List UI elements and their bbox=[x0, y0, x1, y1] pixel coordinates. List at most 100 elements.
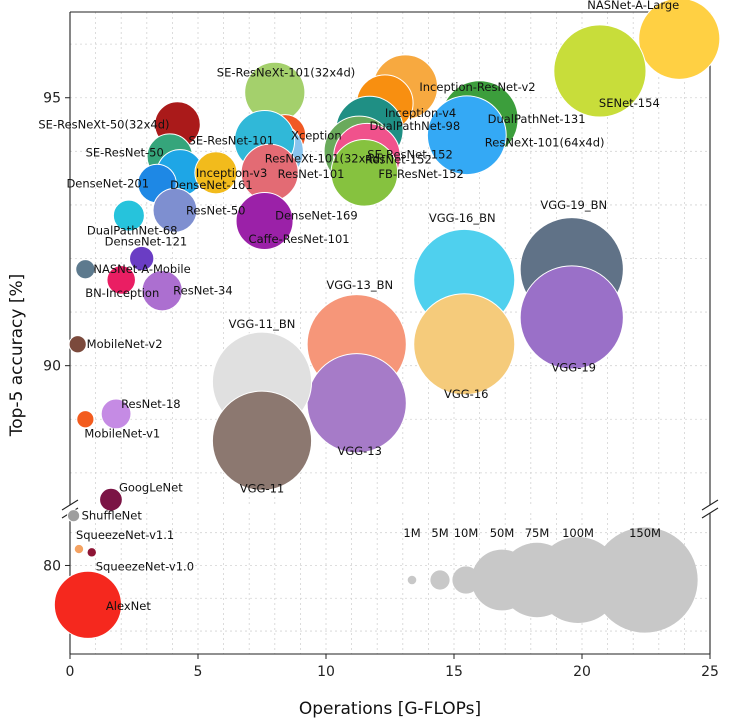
bubble-caffe-resnet-101 bbox=[235, 191, 294, 251]
size-legend-label: 150M bbox=[629, 526, 661, 540]
label-densenet-169: DenseNet-169 bbox=[275, 209, 358, 223]
bubble-resnet-34 bbox=[141, 269, 183, 312]
size-legend-label: 1M bbox=[403, 526, 420, 540]
label-resnet-50: ResNet-50 bbox=[186, 203, 246, 217]
bubble-shufflenet bbox=[67, 509, 81, 523]
bubble-densenet-121 bbox=[129, 245, 155, 272]
label-densenet-161: DenseNet-161 bbox=[170, 178, 253, 192]
bubble-googlenet bbox=[99, 487, 123, 512]
bubble-vgg-16 bbox=[413, 293, 516, 396]
label-vgg-16: VGG-16 bbox=[444, 387, 488, 401]
label-dualpathnet-98: DualPathNet-98 bbox=[370, 119, 461, 133]
bubble-inception-v3 bbox=[194, 151, 238, 195]
label-senet-154: SENet-154 bbox=[599, 96, 660, 110]
bubble-senet-154 bbox=[553, 24, 647, 118]
label-resnet-101: ResNet-101 bbox=[278, 167, 345, 181]
label-xception: Xception bbox=[291, 128, 342, 142]
x-tick-label: 5 bbox=[194, 664, 203, 680]
bubble-vgg-11 bbox=[211, 390, 313, 491]
label-fb-resnet-152: FB-ResNet-152 bbox=[378, 167, 463, 181]
size-legend-bubble bbox=[592, 527, 698, 633]
y-tick-label: 80 bbox=[43, 558, 61, 574]
size-legend-bubble bbox=[430, 570, 450, 590]
label-caffe-resnet-101: Caffe-ResNet-101 bbox=[249, 232, 350, 246]
label-bn-inception: BN-Inception bbox=[85, 286, 159, 300]
x-tick-label: 15 bbox=[445, 664, 463, 680]
bubble-layer bbox=[53, 0, 721, 639]
bubble-squeezenet-v1-1 bbox=[73, 543, 85, 555]
label-vgg-19-bn: VGG-19_BN bbox=[540, 198, 607, 212]
label-vgg-13: VGG-13 bbox=[337, 444, 381, 458]
label-squeezenet-v1-0: SqueezeNet-v1.0 bbox=[96, 559, 194, 573]
label-dualpathnet-68: DualPathNet-68 bbox=[87, 224, 178, 238]
axis-break-marker bbox=[701, 499, 719, 511]
label-se-resnet-101: SE-ResNet-101 bbox=[189, 134, 275, 148]
bubble-resnet-50 bbox=[152, 187, 198, 233]
bubble-vgg-19 bbox=[519, 265, 624, 370]
label-se-resnext-50-32x4d: SE-ResNeXt-50(32x4d) bbox=[38, 118, 169, 132]
label-nasnet-a-large: NASNet-A-Large bbox=[587, 0, 679, 12]
bubble-squeezenet-v1-0 bbox=[86, 547, 97, 558]
label-resnext-101-32x4d: ResNeXt-101(32x4d) bbox=[265, 151, 385, 165]
point-label-layer: NASNet-A-Large SENet-154 DualPathNet-131 Re… bbox=[38, 0, 679, 613]
label-alexnet: AlexNet bbox=[106, 599, 151, 613]
size-legend-label: 5M bbox=[431, 526, 448, 540]
label-resnet-34: ResNet-34 bbox=[173, 284, 233, 298]
label-vgg-13-bn: VGG-13_BN bbox=[326, 278, 393, 292]
bubble-dualpathnet-68 bbox=[112, 199, 145, 232]
label-densenet-201: DenseNet-201 bbox=[66, 176, 149, 190]
label-inception-v3: Inception-v3 bbox=[196, 166, 267, 180]
size-legend-label: 75M bbox=[525, 526, 550, 540]
label-resnet-18: ResNet-18 bbox=[121, 397, 181, 411]
label-resnext-101-64x4d: ResNeXt-101(64x4d) bbox=[485, 135, 605, 149]
size-legend-label: 10M bbox=[454, 526, 479, 540]
bubble-vgg-13 bbox=[306, 353, 407, 454]
size-legend-label: 50M bbox=[490, 526, 515, 540]
axis-break-marker bbox=[701, 507, 719, 519]
label-vgg-16-bn: VGG-16_BN bbox=[429, 211, 496, 225]
label-densenet-121: DenseNet-121 bbox=[105, 235, 188, 249]
bubble-resnext-101-64x4d bbox=[426, 95, 507, 176]
x-tick-label: 20 bbox=[573, 664, 591, 680]
size-legend: 1M 5M 10M 50M 75M 100M 150M bbox=[403, 526, 698, 633]
bubble-resnet-18 bbox=[100, 398, 132, 430]
bubble-nasnet-a-mobile bbox=[75, 259, 96, 280]
plot-frame bbox=[58, 11, 722, 655]
bubble-alexnet bbox=[53, 570, 123, 639]
bubble-nasnet-a-large bbox=[638, 0, 721, 80]
y-axis-title: Top-5 accuracy [%] bbox=[7, 274, 27, 438]
label-se-resnext-101-32x4d: SE-ResNeXt-101(32x4d) bbox=[217, 65, 355, 79]
label-mobilenet-v1: MobileNet-v1 bbox=[84, 426, 160, 440]
x-axis-title: Operations [G-FLOPs] bbox=[299, 699, 481, 719]
x-tick-label: 0 bbox=[66, 664, 75, 680]
label-shufflenet: ShuffleNet bbox=[82, 509, 143, 523]
label-googlenet: GoogLeNet bbox=[119, 481, 183, 495]
size-legend-label: 100M bbox=[562, 526, 594, 540]
label-nasnet-a-mobile: NASNet-A-Mobile bbox=[93, 262, 190, 276]
axis-break-marker bbox=[61, 499, 79, 511]
label-se-resnet-152: SE-ResNet-152 bbox=[367, 147, 453, 161]
y-tick-label: 95 bbox=[43, 91, 61, 107]
label-squeezenet-v1-1: SqueezeNet-v1.1 bbox=[76, 528, 174, 542]
label-vgg-11: VGG-11 bbox=[240, 482, 284, 496]
bubble-fb-resnet-152 bbox=[330, 138, 399, 207]
tick-layer: 0 5 10 15 20 25 90 95 80 bbox=[43, 91, 719, 680]
axis-break-gap bbox=[58, 506, 722, 512]
label-vgg-11-bn: VGG-11_BN bbox=[229, 317, 296, 331]
bubble-mobilenet-v1 bbox=[76, 410, 95, 429]
x-tick-label: 25 bbox=[701, 664, 719, 680]
bubble-bn-inception bbox=[106, 265, 136, 295]
y-tick-label: 90 bbox=[43, 359, 61, 375]
bubble-mobilenet-v2 bbox=[68, 335, 87, 354]
size-legend-bubble bbox=[407, 575, 417, 585]
label-se-resnet-50: SE-ResNet-50 bbox=[86, 146, 164, 160]
label-dualpathnet-131: DualPathNet-131 bbox=[488, 112, 586, 126]
x-tick-label: 10 bbox=[317, 664, 335, 680]
label-vgg-19: VGG-19 bbox=[552, 360, 596, 374]
label-resnet-152: ResNet-152 bbox=[365, 153, 432, 167]
label-mobilenet-v2: MobileNet-v2 bbox=[87, 337, 163, 351]
label-inception-resnet-v2: Inception-ResNet-v2 bbox=[419, 80, 535, 94]
label-inception-v4: Inception-v4 bbox=[385, 106, 456, 120]
